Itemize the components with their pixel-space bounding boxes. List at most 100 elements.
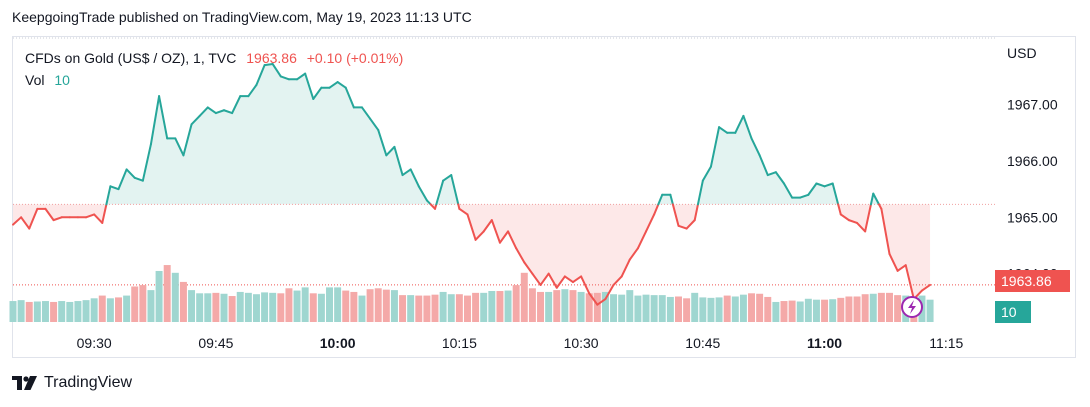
chart-legend: CFDs on Gold (US$ / OZ), 1, TVC 1963.86 … <box>25 47 403 91</box>
volume-bar <box>309 293 317 322</box>
price-line-segment <box>839 213 850 222</box>
price-line-segment <box>864 203 872 233</box>
volume-bar <box>155 270 163 322</box>
volume-bar <box>106 298 114 322</box>
price-line-segment <box>409 168 420 188</box>
price-line-segment <box>869 192 875 206</box>
volume-bar <box>488 291 496 322</box>
volume-bar <box>90 298 98 322</box>
x-tick-label: 09:45 <box>198 335 233 351</box>
price-line-segment <box>442 174 453 182</box>
volume-bar <box>886 292 893 322</box>
price-line-segment <box>612 275 623 286</box>
price-line-segment <box>296 72 307 81</box>
volume-bar <box>179 281 187 322</box>
price-line-segment <box>328 81 339 89</box>
volume-bar <box>650 295 658 322</box>
price-line-segment <box>604 283 615 301</box>
price-line-segment <box>174 137 185 157</box>
volume-bar <box>317 293 325 322</box>
volume-bar <box>463 295 471 322</box>
volume-bar <box>366 289 374 322</box>
volume-bar <box>569 290 577 322</box>
price-line-segment <box>677 224 688 230</box>
volume-bar <box>691 292 699 322</box>
symbol-name[interactable]: CFDs on Gold (US$ / OZ), 1, TVC <box>25 50 237 66</box>
volume-bar <box>269 292 277 322</box>
volume-bar <box>382 289 390 322</box>
volume-bar <box>447 294 455 322</box>
price-line-segment <box>125 168 136 179</box>
volume-label[interactable]: Vol <box>25 72 45 88</box>
price-line-segment <box>766 171 777 177</box>
volume-bar <box>829 299 837 322</box>
volume-bar <box>731 296 739 322</box>
volume-bar <box>334 287 342 322</box>
price-line-segment <box>133 176 144 182</box>
price-line-segment <box>531 272 542 286</box>
price-line-segment <box>588 292 599 306</box>
volume-bar <box>715 297 723 322</box>
volume-bar <box>796 301 804 322</box>
volume-bar <box>585 293 593 322</box>
price-line-segment <box>52 216 63 222</box>
price-line-segment <box>880 207 891 255</box>
volume-bar <box>520 272 528 322</box>
volume-bar <box>788 300 796 322</box>
price-line-segment <box>685 219 696 230</box>
volume-bar <box>528 288 536 322</box>
volume-bar <box>342 290 350 322</box>
price-line-segment <box>823 182 834 188</box>
price-line-segment <box>369 117 380 131</box>
price-line-segment <box>847 219 859 224</box>
volume-bar <box>50 301 58 322</box>
volume-bar <box>658 295 666 322</box>
volume-bar <box>926 299 934 322</box>
price-line-segment <box>718 126 729 134</box>
price-line-segment <box>336 81 347 89</box>
x-tick-label: 10:15 <box>442 335 477 351</box>
price-line-segment <box>563 275 574 284</box>
volume-bar <box>261 292 269 322</box>
price-line-segment <box>263 63 274 67</box>
price-line-segment <box>555 275 566 289</box>
x-tick-label: 10:30 <box>564 335 599 351</box>
price-line-segment <box>653 203 660 216</box>
volume-bar <box>431 294 439 322</box>
price-line-segment <box>223 109 234 115</box>
lightning-icon <box>901 296 923 318</box>
volume-bar <box>764 296 772 322</box>
price-line-segment <box>523 261 534 275</box>
volume-bar <box>66 301 74 322</box>
price-line-segment <box>190 114 201 126</box>
volume-bar <box>252 294 260 322</box>
volume-bar <box>756 293 764 322</box>
volume-bar <box>188 290 196 322</box>
volume-bar <box>415 295 423 322</box>
price-line-segment <box>807 182 818 196</box>
price-line-segment <box>182 123 193 157</box>
price-line-segment <box>93 213 104 224</box>
volume-bar <box>98 295 106 322</box>
volume-bar <box>58 301 66 322</box>
volume-bar <box>163 265 171 322</box>
footer: TradingView <box>12 374 132 392</box>
volume-bar <box>326 287 334 322</box>
price-line-segment <box>109 185 120 191</box>
price-line-segment <box>417 185 428 202</box>
volume-bar <box>642 294 650 322</box>
price-line-segment <box>214 109 226 115</box>
volume-bar <box>496 291 504 322</box>
price-line-segment <box>696 179 704 206</box>
price-line-segment <box>904 264 915 301</box>
volume-bar <box>285 288 293 322</box>
price-line-segment <box>255 64 266 86</box>
price-line-segment <box>44 207 55 222</box>
price-line-segment <box>888 252 899 272</box>
x-tick-label: 10:45 <box>685 335 720 351</box>
price-line-segment <box>596 298 607 306</box>
price-line-segment <box>799 193 810 199</box>
volume-bar <box>593 292 601 322</box>
price-line-segment <box>149 95 161 146</box>
